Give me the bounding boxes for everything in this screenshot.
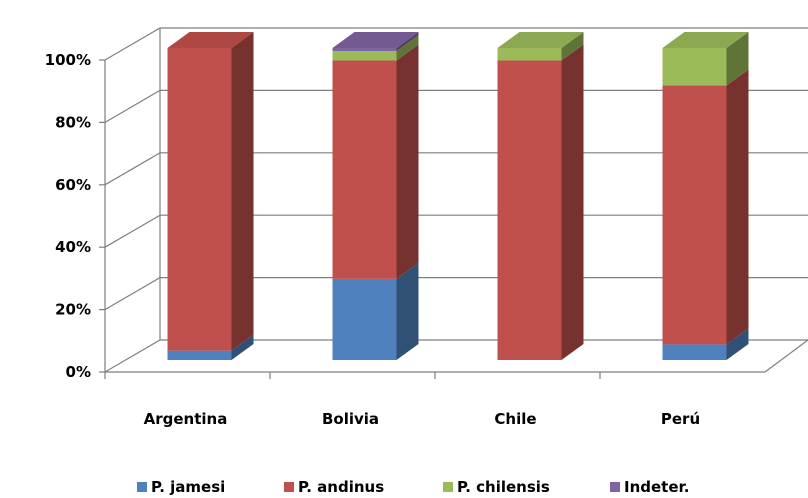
floor-right-edge bbox=[764, 339, 808, 373]
legend-item: P. chilensis bbox=[443, 478, 550, 496]
legend-swatch bbox=[284, 482, 294, 492]
bar-top bbox=[167, 32, 254, 48]
x-tick-label: Chile bbox=[494, 410, 536, 428]
legend-item: Indeter. bbox=[610, 478, 689, 496]
bar-indeter bbox=[332, 48, 397, 52]
y-tick-label: 100% bbox=[45, 51, 91, 69]
legend: P. jamesi P. andinus P. chilensis Indeter. bbox=[137, 478, 689, 496]
bar-pandinus bbox=[497, 60, 562, 360]
x-axis-ticks: Argentina Bolivia Chile Perú bbox=[104, 372, 700, 428]
bars bbox=[167, 32, 749, 360]
y-axis-ticks: 0% 20% 40% 60% 80% 100% bbox=[45, 51, 105, 381]
x-tick-label: Perú bbox=[661, 410, 700, 428]
legend-swatch bbox=[443, 482, 453, 492]
bar-top bbox=[662, 32, 749, 48]
bar-side-pchilensis bbox=[726, 32, 749, 86]
gridline bbox=[104, 214, 808, 248]
legend-label: P. andinus bbox=[298, 478, 384, 496]
bar-stack-per bbox=[662, 32, 749, 360]
bar-pjamesi bbox=[332, 278, 397, 360]
bar-top bbox=[332, 32, 419, 48]
bar-stack-bolivia bbox=[332, 32, 419, 360]
y-tick-label: 0% bbox=[66, 363, 91, 381]
legend-label: Indeter. bbox=[624, 478, 689, 496]
x-tick-label: Argentina bbox=[144, 410, 228, 428]
bar-pchilensis bbox=[662, 48, 727, 86]
legend-swatch bbox=[137, 482, 147, 492]
gridline bbox=[104, 277, 808, 311]
bar-side-pjamesi bbox=[231, 334, 254, 360]
y-tick-label: 20% bbox=[55, 301, 91, 319]
bar-side-pandinus bbox=[561, 44, 584, 360]
y-tick-label: 60% bbox=[55, 176, 91, 194]
bar-top bbox=[497, 32, 584, 48]
bar-side-pjamesi bbox=[396, 262, 419, 360]
bar-side-pjamesi bbox=[726, 328, 749, 360]
bar-stack-argentina bbox=[167, 32, 254, 360]
bar-side-pandinus bbox=[726, 69, 749, 345]
bar-pjamesi bbox=[662, 344, 727, 360]
bar-side-pandinus bbox=[231, 32, 254, 351]
legend-item: P. jamesi bbox=[137, 478, 225, 496]
gridline bbox=[104, 89, 808, 123]
bar-pandinus bbox=[332, 60, 397, 279]
bar-side-indeter bbox=[396, 32, 419, 52]
y-tick-label: 40% bbox=[55, 238, 91, 256]
gridline bbox=[104, 27, 808, 61]
gridline bbox=[104, 339, 808, 373]
gridlines bbox=[104, 27, 808, 373]
bar-pandinus bbox=[167, 48, 232, 351]
bar-pandinus bbox=[662, 85, 727, 345]
bar-stack-chile bbox=[497, 32, 584, 360]
legend-label: P. jamesi bbox=[151, 478, 225, 496]
bar-pjamesi bbox=[167, 350, 232, 360]
x-tick-label: Bolivia bbox=[322, 410, 379, 428]
legend-label: P. chilensis bbox=[457, 478, 550, 496]
legend-swatch bbox=[610, 482, 620, 492]
bar-pchilensis bbox=[332, 51, 397, 61]
bar-pchilensis bbox=[497, 48, 562, 61]
bar-side-pandinus bbox=[396, 44, 419, 279]
bar-side-pchilensis bbox=[561, 32, 584, 61]
bar-side-pchilensis bbox=[396, 35, 419, 61]
legend-item: P. andinus bbox=[284, 478, 384, 496]
y-tick-label: 80% bbox=[55, 113, 91, 131]
gridline bbox=[104, 152, 808, 186]
